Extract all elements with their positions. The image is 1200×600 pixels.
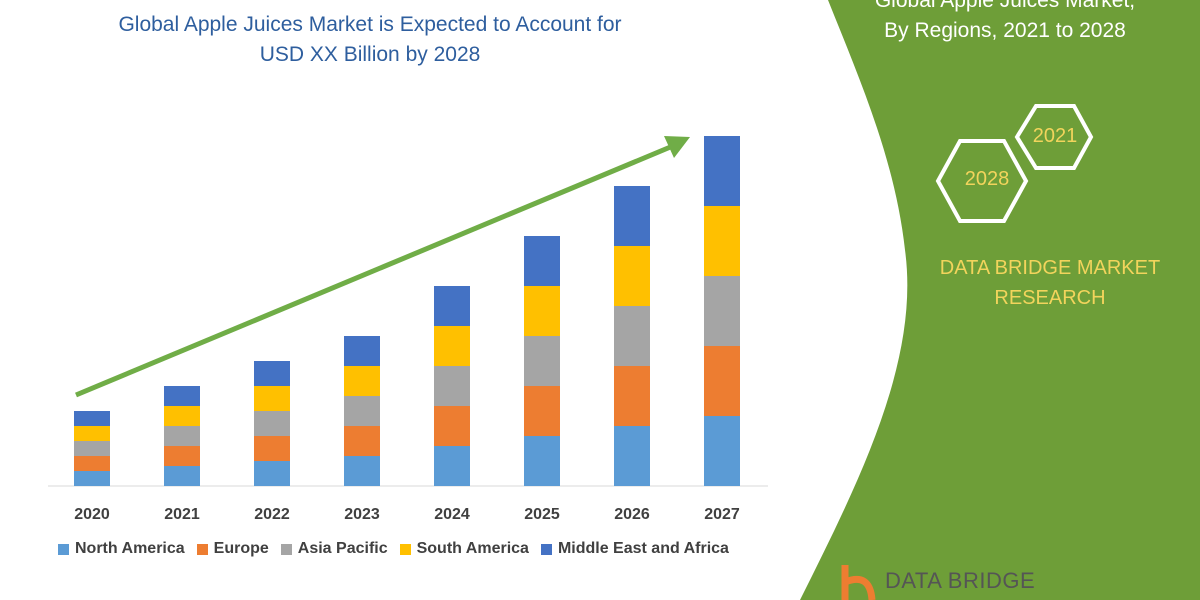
bar-2024-europe <box>434 406 470 446</box>
bar-2022-north-america <box>254 461 290 486</box>
bar-2022-europe <box>254 436 290 461</box>
bar-2024-asia-pacific <box>434 366 470 406</box>
bar-2025-north-america <box>524 436 560 486</box>
bar-2025-asia-pacific <box>524 336 560 386</box>
bar-2024-south-america <box>434 326 470 366</box>
bar-2027-south-america <box>704 206 740 276</box>
hexagon-2028 <box>935 104 1094 223</box>
bar-2023-north-america <box>344 456 380 486</box>
x-tick-label: 2022 <box>254 506 290 523</box>
bar-2023-south-america <box>344 366 380 396</box>
bar-2026-asia-pacific <box>614 306 650 366</box>
hex-label-2028: 2028 <box>964 168 1010 190</box>
legend-swatch <box>196 543 208 555</box>
x-tick-label: 2020 <box>74 506 110 523</box>
bar-2025-middle-east-and-africa <box>524 236 560 286</box>
bar-2021-middle-east-and-africa <box>164 386 200 406</box>
x-tick-label: 2024 <box>434 506 470 523</box>
bar-2026-south-america <box>614 246 650 306</box>
side-title-line2: By Regions, 2021 to 2028 <box>884 19 1126 42</box>
bar-2021-asia-pacific <box>164 426 200 446</box>
trend-arrow <box>75 140 681 398</box>
bar-2027-middle-east-and-africa <box>704 136 740 206</box>
x-tick-label: 2021 <box>164 506 200 523</box>
bar-2020-north-america <box>74 471 110 486</box>
bar-2021-europe <box>164 446 200 466</box>
bar-2026-north-america <box>614 426 650 486</box>
legend-label: South America <box>416 540 529 557</box>
bar-2022-south-america <box>254 386 290 411</box>
bar-2025-south-america <box>524 286 560 336</box>
bar-2023-middle-east-and-africa <box>344 336 380 366</box>
trend-arrowhead <box>664 136 690 158</box>
logo-mark <box>841 565 876 600</box>
bar-2020-europe <box>74 456 110 471</box>
bar-2020-south-america <box>74 426 110 441</box>
bar-2027-north-america <box>704 416 740 486</box>
bar-2023-asia-pacific <box>344 396 380 426</box>
brand-line1: DATA BRIDGE MARKET <box>939 257 1161 279</box>
x-tick-label: 2027 <box>704 506 740 523</box>
chart-title: Global Apple Juices Market is Expected t… <box>118 13 622 66</box>
legend-item: Europe <box>196 540 269 558</box>
green-side-panel <box>800 0 1200 600</box>
brand-text: DATA BRIDGE MARKET RESEARCH <box>920 253 1180 313</box>
legend-label: Europe <box>213 540 269 557</box>
x-tick-label: 2026 <box>614 506 650 523</box>
bar-2021-north-america <box>164 466 200 486</box>
bar-2020-asia-pacific <box>74 441 110 456</box>
legend-swatch <box>540 543 552 555</box>
hex-label-2021: 2021 <box>1032 125 1078 147</box>
bar-2023-europe <box>344 426 380 456</box>
legend-item: Middle East and Africa <box>540 540 729 558</box>
legend-label: Middle East and Africa <box>557 540 729 557</box>
legend-label: Asia Pacific <box>297 540 388 557</box>
x-tick-label: 2023 <box>344 506 380 523</box>
legend: North America Europe Asia Pacific South Ame… <box>58 540 729 558</box>
legend-swatch <box>58 543 69 555</box>
legend-swatch <box>399 543 411 555</box>
side-title-line1: Global Apple Juices Market, <box>874 0 1136 12</box>
bar-2027-asia-pacific <box>704 276 740 346</box>
bar-2026-europe <box>614 366 650 426</box>
legend-item: South America <box>399 540 529 558</box>
bar-2027-europe <box>704 346 740 416</box>
bar-2022-asia-pacific <box>254 411 290 436</box>
bar-2020-middle-east-and-africa <box>74 411 110 426</box>
legend-swatch <box>280 543 292 555</box>
legend-label: North America <box>75 540 185 557</box>
bar-2024-north-america <box>434 446 470 486</box>
x-tick-label: 2025 <box>524 506 560 523</box>
bar-2025-europe <box>524 386 560 436</box>
legend-item: North America <box>58 540 185 558</box>
bar-2021-south-america <box>164 406 200 426</box>
side-title: Global Apple Juices Market, By Regions, … <box>840 0 1170 46</box>
bar-2026-middle-east-and-africa <box>614 186 650 246</box>
bar-2022-middle-east-and-africa <box>254 361 290 386</box>
brand-line2: RESEARCH <box>994 287 1106 309</box>
legend-item: Asia Pacific <box>280 540 388 558</box>
bar-2024-middle-east-and-africa <box>434 286 470 326</box>
logo-text: DATA BRIDGE <box>885 568 1036 593</box>
